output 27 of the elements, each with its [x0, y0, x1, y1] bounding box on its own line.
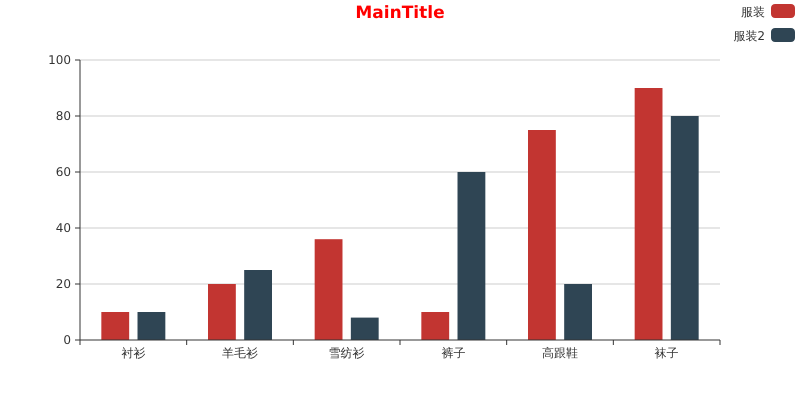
legend-label: 服装2	[733, 29, 765, 43]
bar	[138, 312, 166, 340]
x-tick-label: 袜子	[654, 346, 679, 360]
bar	[208, 284, 236, 340]
bar	[314, 239, 342, 340]
y-tick-label: 100	[48, 53, 71, 67]
bar	[670, 116, 699, 340]
y-tick-label: 60	[56, 165, 71, 179]
x-tick-label: 高跟鞋	[542, 346, 578, 360]
bar	[458, 172, 486, 340]
y-tick-label: 80	[56, 109, 71, 123]
y-tick-label: 0	[63, 333, 71, 347]
legend-label: 服装	[741, 5, 765, 19]
y-tick-label: 40	[56, 221, 71, 235]
x-tick-label: 衬衫	[121, 346, 146, 360]
x-tick-label: 羊毛衫	[222, 346, 258, 360]
bar	[101, 312, 130, 340]
bar	[564, 284, 592, 340]
bar	[350, 318, 379, 340]
chart-title: MainTitle	[355, 3, 445, 23]
x-tick-label: 雪纺衫	[328, 346, 365, 360]
bar	[421, 312, 450, 340]
bar	[244, 270, 272, 340]
y-tick-label: 20	[56, 277, 71, 291]
bar	[634, 88, 662, 340]
x-tick-label: 裤子	[441, 346, 466, 360]
bar	[528, 130, 556, 340]
